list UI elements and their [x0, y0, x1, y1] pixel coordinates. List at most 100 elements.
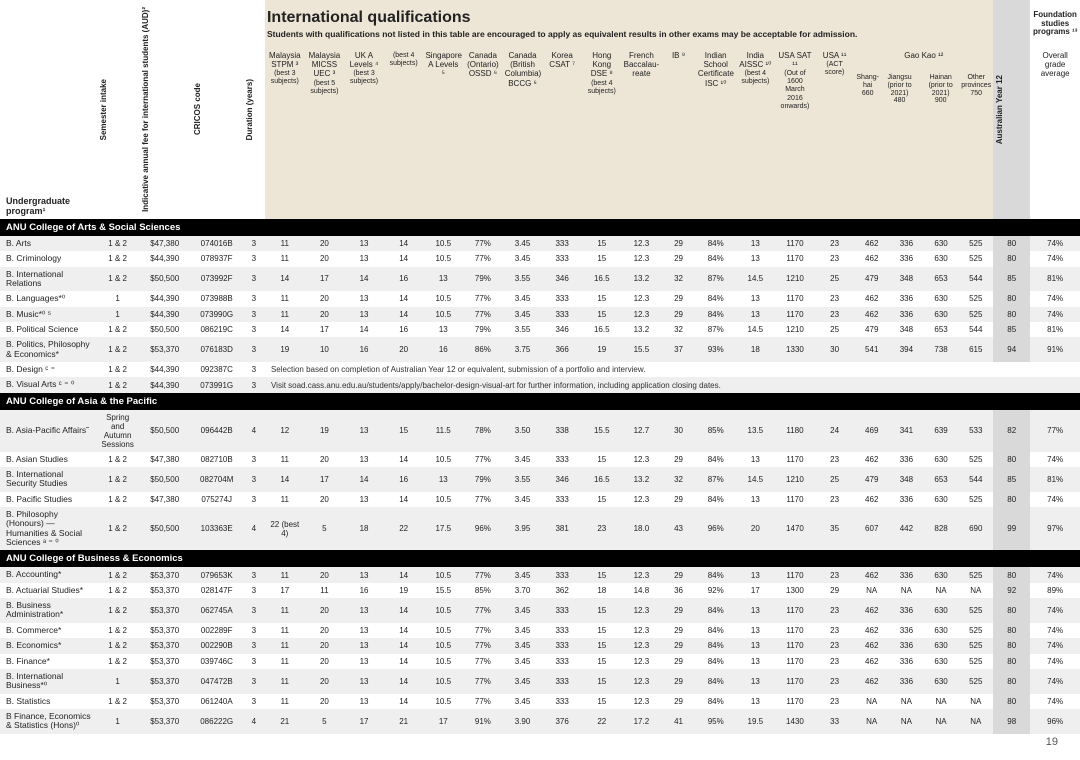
qh-12: India AISSC ¹⁰(best 4 subjects)	[736, 48, 776, 217]
cell-qual-2: 13	[344, 638, 384, 653]
cell-qual-7: 381	[542, 507, 582, 550]
cell-qual-1: 20	[305, 236, 345, 251]
qh-1: Malaysia MICSS UEC ³(best 5 subjects)	[305, 48, 345, 217]
cell-qual-8: 15	[582, 694, 622, 709]
cell-qual-11: 84%	[696, 567, 736, 582]
cell-fee: $53,370	[139, 669, 191, 694]
col-grade: Overall grade average	[1030, 48, 1080, 219]
cell-qual-5: 77%	[463, 452, 503, 467]
cell-qual-9: 12.3	[622, 236, 662, 251]
cell-qual-18: 525	[958, 567, 993, 582]
cell-qual-0: 11	[265, 492, 305, 507]
cell-qual-5: 86%	[463, 337, 503, 362]
cell-qual-0: 11	[265, 236, 305, 251]
cell-duration: 3	[243, 694, 265, 709]
cell-qual-15: 462	[854, 251, 889, 266]
cell-qual-14: 25	[815, 267, 855, 292]
cell-qual-2: 13	[344, 598, 384, 623]
cell-fee: $50,500	[139, 507, 191, 550]
cell-ay12: 80	[993, 236, 1030, 251]
cell-fee: $53,370	[139, 337, 191, 362]
cell-qual-9: 12.3	[622, 598, 662, 623]
cell-qual-18: 525	[958, 623, 993, 638]
cell-qual-11: 87%	[696, 322, 736, 337]
cell-ay12: 92	[993, 583, 1030, 598]
qh-11: Indian School Certificate ISC ¹⁰	[696, 48, 736, 217]
cell-qual-4: 13	[423, 467, 463, 492]
cell-qual-0: 14	[265, 467, 305, 492]
cell-qual-9: 12.3	[622, 638, 662, 653]
cell-qual-3: 14	[384, 694, 424, 709]
cell-qual-1: 20	[305, 492, 345, 507]
cell-grade: 74%	[1030, 567, 1080, 582]
cell-qual-4: 10.5	[423, 291, 463, 306]
cell-program: B. International Security Studies	[0, 467, 97, 492]
cell-qual-5: 79%	[463, 267, 503, 292]
cell-qual-3: 20	[384, 337, 424, 362]
cell-qual-2: 13	[344, 694, 384, 709]
cell-qual-7: 376	[542, 709, 582, 734]
cell-qual-7: 333	[542, 291, 582, 306]
cell-qual-15: 462	[854, 654, 889, 669]
cell-qual-16: 336	[889, 598, 924, 623]
cell-qual-5: 77%	[463, 638, 503, 653]
cell-semester: 1 & 2	[97, 337, 139, 362]
cell-qual-12: 20	[736, 507, 776, 550]
cell-program: B. Political Science	[0, 322, 97, 337]
cell-semester: 1 & 2	[97, 694, 139, 709]
cell-qual-5: 77%	[463, 654, 503, 669]
cell-qual-0: 11	[265, 638, 305, 653]
cell-qual-6: 3.45	[503, 638, 543, 653]
cell-duration: 3	[243, 236, 265, 251]
cell-ay12: 80	[993, 567, 1030, 582]
table-row: B. Business Administration*1 & 2$53,3700…	[0, 598, 1080, 623]
cell-qual-10: 32	[661, 267, 696, 292]
cell-cricos: 076183D	[191, 337, 243, 362]
cell-qual-2: 14	[344, 467, 384, 492]
cell-qual-8: 15	[582, 291, 622, 306]
section-header: ANU College of Asia & the Pacific	[0, 393, 1080, 410]
cell-qual-0: 11	[265, 307, 305, 322]
table-row: B. Political Science1 & 2$50,500086219C3…	[0, 322, 1080, 337]
cell-qual-4: 10.5	[423, 669, 463, 694]
cell-qual-18: 544	[958, 267, 993, 292]
cell-qual-13: 1170	[775, 567, 815, 582]
cell-fee: $53,370	[139, 694, 191, 709]
cell-qual-2: 13	[344, 236, 384, 251]
cell-qual-14: 29	[815, 583, 855, 598]
cell-fee: $53,370	[139, 598, 191, 623]
cell-qual-13: 1330	[775, 337, 815, 362]
cell-cricos: 073991G	[191, 377, 243, 392]
cell-qual-18: 544	[958, 467, 993, 492]
cell-qual-10: 29	[661, 638, 696, 653]
qh-13: USA SAT ¹¹(Out of 1600 March 2016 onward…	[775, 48, 815, 217]
cell-qual-16: 336	[889, 452, 924, 467]
cell-qual-8: 15	[582, 567, 622, 582]
cell-qual-17: 630	[924, 669, 959, 694]
cell-qual-10: 29	[661, 291, 696, 306]
cell-qual-11: 84%	[696, 669, 736, 694]
qh-7: Korea CSAT ⁷	[542, 48, 582, 217]
cell-qual-1: 5	[305, 709, 345, 734]
cell-qual-7: 338	[542, 410, 582, 452]
cell-qual-17: NA	[924, 583, 959, 598]
cell-qual-15: 462	[854, 638, 889, 653]
qh-3: (best 4 subjects)	[384, 48, 424, 217]
cell-qual-2: 18	[344, 507, 384, 550]
table-row: B. Pacific Studies1 & 2$47,380075274J311…	[0, 492, 1080, 507]
cell-fee: $50,500	[139, 410, 191, 452]
cell-qual-15: 462	[854, 236, 889, 251]
cell-qual-13: 1170	[775, 623, 815, 638]
cell-qual-10: 37	[661, 337, 696, 362]
cell-program: B. Languages*⁰	[0, 291, 97, 306]
qh-10: IB ⁹	[661, 48, 696, 217]
cell-qual-13: 1210	[775, 322, 815, 337]
cell-qual-10: 29	[661, 492, 696, 507]
cell-qual-3: 14	[384, 236, 424, 251]
cell-qual-9: 15.5	[622, 337, 662, 362]
table-row: B. Philosophy (Honours) — Humanities & S…	[0, 507, 1080, 550]
cell-qual-13: 1170	[775, 598, 815, 623]
cell-qual-15: 462	[854, 669, 889, 694]
table-row: B. Asia-Pacific Affairs˜Spring and Autum…	[0, 410, 1080, 452]
cell-qual-15: 541	[854, 337, 889, 362]
